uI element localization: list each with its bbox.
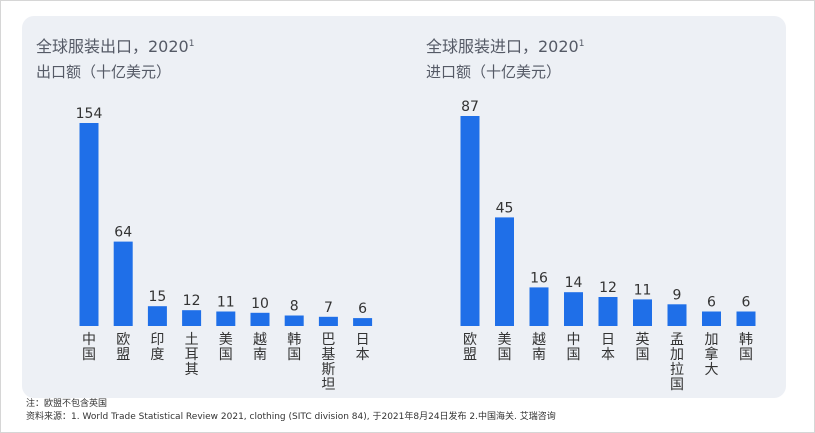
bar (667, 304, 687, 326)
bar (318, 316, 338, 326)
category-label: 中国 (82, 332, 96, 363)
export-bar-chart: 154 中国 64 欧盟 15 印度 12 土耳其 11 美国 10 越南 8 韩国 7 巴基斯坦 6 日本 (76, 106, 373, 393)
bar (633, 299, 652, 326)
category-label: 越南 (532, 332, 546, 363)
category-label: 巴基斯坦 (321, 332, 335, 393)
bar (250, 312, 270, 326)
data-label: 6 (742, 295, 751, 311)
category-label: 印度 (150, 332, 164, 363)
category-label: 日本 (601, 332, 615, 363)
data-label: 64 (114, 225, 132, 241)
import-chart-title: 全球服装进口，20201 (426, 37, 585, 56)
category-label: 韩国 (739, 332, 753, 363)
data-label: 8 (290, 299, 299, 315)
bar (598, 297, 618, 326)
bar (147, 306, 167, 326)
data-label: 154 (76, 106, 103, 122)
data-label: 14 (565, 275, 583, 291)
import-bar-chart: 87 欧盟 45 美国 16 越南 14 中国 12 日本 11 英国 9 孟加拉国 6 加拿大 6 韩国 (460, 99, 756, 393)
category-label: 韩国 (287, 332, 301, 363)
bar (182, 310, 202, 326)
source-text: 资料来源：1. World Trade Statistical Review 2… (26, 412, 556, 422)
data-label: 11 (634, 282, 652, 298)
bar (702, 311, 721, 326)
category-label: 中国 (567, 332, 581, 363)
bar (736, 311, 756, 326)
data-label: 11 (217, 295, 235, 311)
bar (495, 217, 514, 326)
bar (216, 311, 236, 326)
import-chart-subtitle: 进口额（十亿美元） (426, 63, 562, 81)
category-label: 土耳其 (185, 332, 199, 378)
bar (564, 292, 583, 326)
category-label: 加拿大 (705, 332, 719, 378)
bar (529, 287, 549, 326)
category-label: 孟加拉国 (670, 332, 684, 393)
note-text: 注：欧盟不包含英国 (26, 399, 108, 409)
footnotes: 注：欧盟不包含英国 资料来源：1. World Trade Statistica… (26, 398, 556, 424)
category-label: 日本 (356, 332, 370, 363)
data-label: 12 (599, 280, 617, 296)
category-label: 美国 (498, 332, 512, 363)
bar (353, 318, 373, 326)
data-label: 16 (530, 270, 548, 286)
data-label: 7 (324, 300, 333, 316)
bar (113, 241, 133, 326)
export-chart-subtitle: 出口额（十亿美元） (36, 63, 172, 81)
bar (460, 116, 480, 326)
category-label: 美国 (219, 332, 233, 363)
category-label: 越南 (253, 332, 267, 363)
data-label: 9 (673, 287, 682, 303)
data-label: 87 (461, 99, 479, 115)
data-label: 12 (183, 293, 201, 309)
data-label: 10 (251, 296, 269, 312)
data-label: 6 (707, 295, 716, 311)
category-label: 英国 (636, 331, 650, 363)
data-label: 45 (496, 200, 514, 216)
category-label: 欧盟 (116, 332, 130, 363)
data-label: 15 (148, 289, 166, 305)
export-chart-title: 全球服装出口，20201 (36, 37, 195, 56)
bar (79, 123, 99, 326)
data-label: 6 (358, 301, 367, 317)
category-label: 欧盟 (463, 332, 477, 363)
bar (284, 315, 304, 326)
chart-panel (22, 16, 786, 398)
